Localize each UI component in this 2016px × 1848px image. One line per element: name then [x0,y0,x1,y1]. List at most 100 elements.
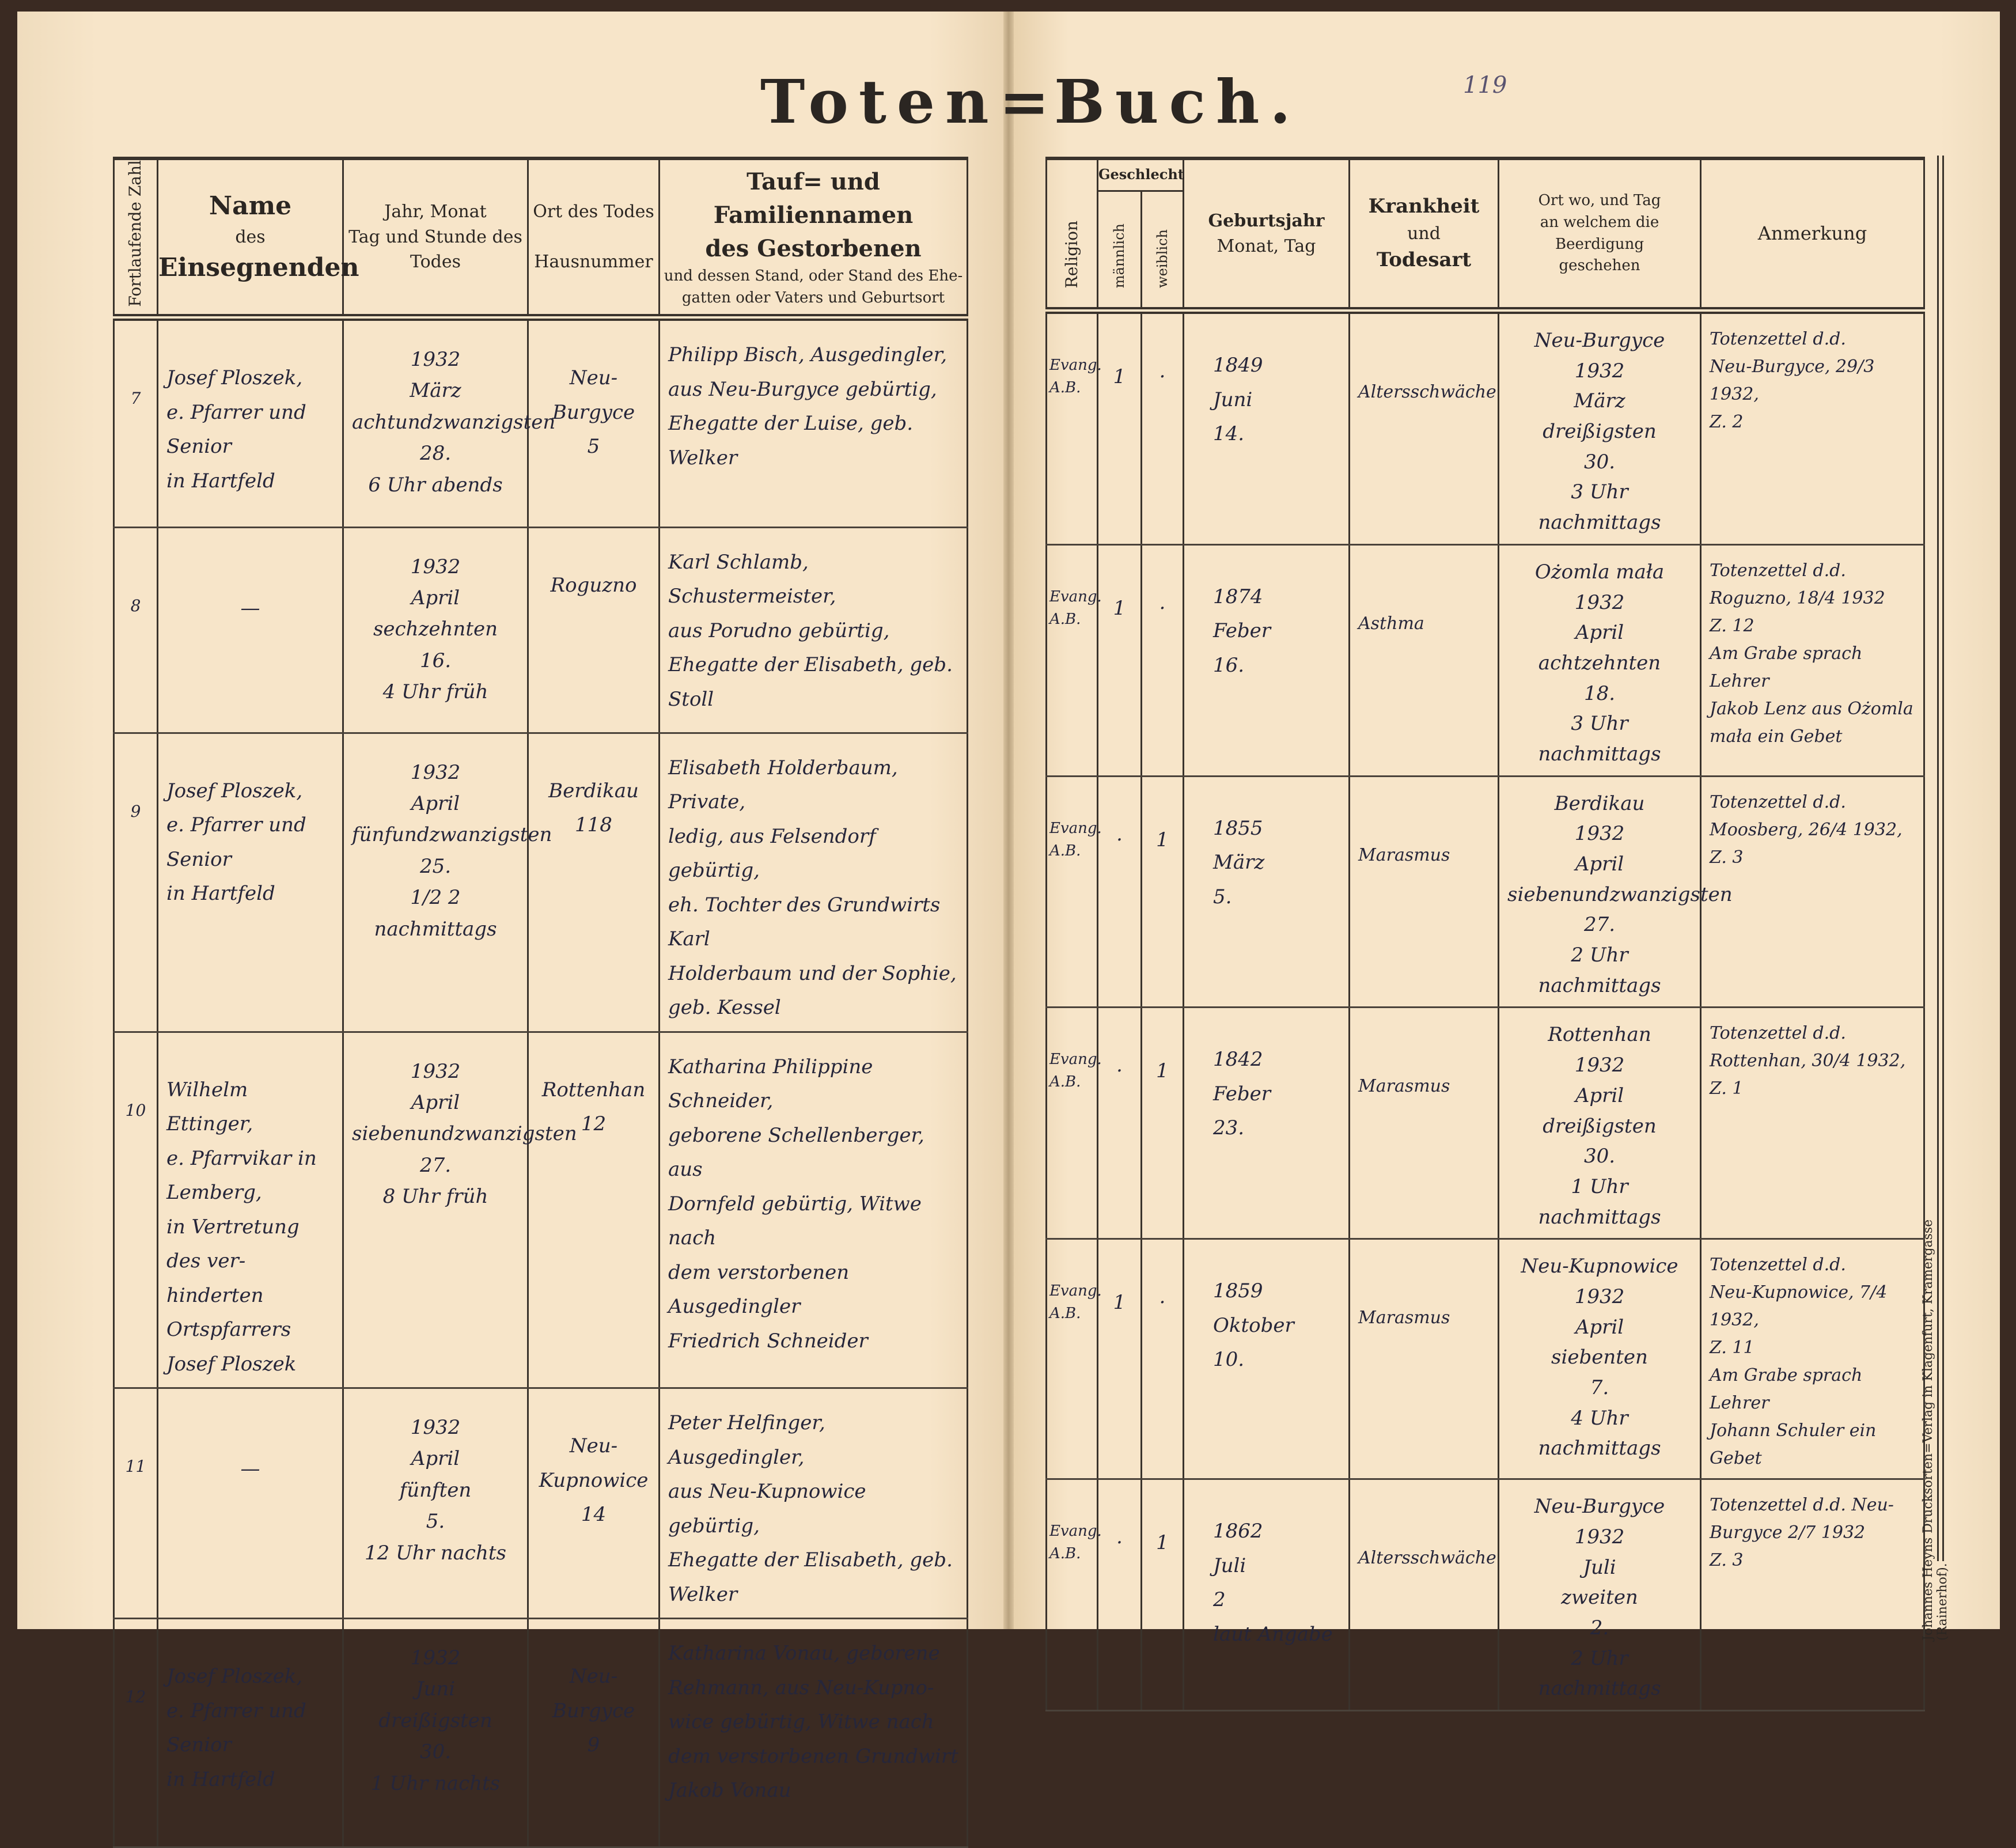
officiant-line: e. Pfarrer und Senior [166,1699,306,1757]
officiant: Josef Ploszek, e. Pfarrer und Senior in Ha… [157,733,344,1033]
male: · [1097,1007,1142,1240]
entry-number-value: 7 [130,389,141,408]
birth-date-line: Feber [1213,1082,1271,1105]
female-value: · [1159,365,1166,388]
remark-line: Neu-Burgyce, 29/3 1932, [1710,357,1875,404]
remark-line: Gebet [1710,1448,1762,1469]
table-row: Evang. A.B. · 1 1842 Feber 23. Marasmus Rottenha… [1045,1007,1925,1240]
birth-date-line: 5. [1213,885,1232,908]
death-date-line: siebenundzwanzigsten [352,1122,577,1146]
remark-line: Z. 11 [1710,1338,1754,1358]
death-date-line: 8 Uhr früh [382,1185,488,1209]
burial-line: 2. [1590,1616,1609,1639]
officiant-line: — [240,596,260,620]
entry-number: 7 [113,317,158,528]
remark-line: Z. 1 [1710,1078,1744,1099]
death-date-line: 1932 [410,760,461,784]
death-date: 1932 April sechzehnten 16. 4 Uhr früh [342,527,529,734]
burial-line: Juli [1583,1555,1616,1579]
officiant: Josef Ploszek, e. Pfarrer und Senior in Ha… [157,317,344,528]
remark: Totenzettel d.d. Neu-Burgyce, 29/3 1932, Z… [1700,310,1925,546]
deceased-line: ledig, aus Felsendorf gebürtig, [668,824,876,883]
remark: Totenzettel d.d. Rottenhan, 30/4 1932, Z. … [1700,1007,1925,1240]
death-place-line: Neu- [569,366,618,390]
remark-line: Totenzettel d.d. [1710,560,1846,581]
title-right: Buch. [1054,66,1301,137]
death-place-line: Roguzno [550,573,637,597]
male-value: · [1116,1059,1123,1083]
burial-line: 4 Uhr nachmittags [1538,1406,1661,1460]
birth-date-line: 1855 [1213,816,1263,840]
deceased: Elisabeth Holderbaum, Private, ledig, aus… [658,733,968,1033]
burial-line: 18. [1583,681,1616,705]
death-date-line: achtundzwanzigsten [352,410,556,434]
death-date-line: 1 Uhr nachts [370,1771,501,1795]
burial-line: 30. [1583,1145,1616,1168]
burial-line: 2 Uhr nachmittags [1538,1646,1661,1701]
deceased: Katharina Philippine Schneider, geborene … [658,1032,968,1389]
burial: Berdikau 1932 April siebenundzwanzigsten 27.… [1498,776,1733,1009]
remark: Totenzettel d.d. Moosberg, 26/4 1932, Z. 3 [1700,776,1925,1009]
disease: Altersschwäche [1348,310,1499,546]
deceased-line: aus Neu-Burgyce gebürtig, [668,377,937,401]
remark: Totenzettel d.d. Roguzno, 18/4 1932 Z. 12 A… [1700,544,1925,777]
birth-date-line: 10. [1213,1348,1245,1372]
death-date-line: 1932 [410,1646,461,1670]
death-date-line: 5. [426,1510,445,1533]
entry-number-value: 8 [130,596,141,615]
death-place-line: Neu- [569,1665,618,1688]
death-place-line: 12 [581,1112,607,1136]
officiant: — [157,1388,344,1620]
disease-line: Altersschwäche [1358,1548,1496,1569]
male: 1 [1097,310,1142,546]
burial-line: April [1575,1315,1624,1339]
religion-line: A.B. [1049,1305,1081,1323]
death-date-line: 1932 [410,1059,461,1083]
birth-date-line: Oktober [1213,1313,1294,1337]
male: 1 [1097,1239,1142,1480]
deceased: Peter Helfinger, Ausgedingler, aus Neu-Ku… [658,1388,968,1620]
burial: Neu-Kupnowice 1932 April siebenten 7. 4 Uhr n… [1498,1239,1702,1480]
birth-date-line: März [1213,851,1265,874]
officiant-line: e. Pfarrer und Senior [166,813,306,871]
remark-line: Totenzettel d.d. [1710,329,1846,349]
burial-line: 30. [1583,450,1616,474]
deceased-line: Elisabeth Holderbaum, Private, [668,756,898,814]
death-place: Rottenhan 12 [527,1032,660,1389]
death-date: 1932 Juni dreißigsten 30. 1 Uhr nachts [342,1618,529,1848]
disease: Altersschwäche [1348,1479,1499,1712]
birth-date-line: Juni [1213,388,1253,411]
birth-date-line: Feber [1213,619,1271,643]
table-row: 11 — 1932 April fünften 5. 12 Uhr nachts Neu- Ku… [113,1388,968,1620]
remark-line: Johann Schuler ein [1710,1421,1877,1441]
right-register-table: Religion Geschlecht Geburtsjahr Monat, T… [1045,157,1925,1712]
female-value: 1 [1156,1531,1169,1555]
death-date-line: Juni [415,1677,456,1701]
death-date-line: 16. [419,649,452,672]
remark-line: Rottenhan, 30/4 1932, [1710,1051,1906,1071]
death-place-line: 14 [581,1503,607,1527]
deceased-line: Katharina Philippine Schneider, [668,1055,873,1113]
deceased-line: Friedrich Schneider [668,1329,868,1353]
deceased-line: Ehegatte der Elisabeth, geb. Stoll [668,653,953,711]
death-date-line: 1932 [410,555,461,578]
burial-line: Ożomla mała [1534,560,1665,584]
religion-line: A.B. [1049,379,1081,396]
birth-date-line: Juli [1213,1554,1246,1577]
deceased-line: Jakob Vonau [668,1779,791,1802]
officiant-line: Josef Ploszek, [166,366,303,390]
disease: Marasmus [1348,776,1499,1009]
male: · [1097,776,1142,1009]
deceased-line: Karl Schlamb, Schustermeister, [668,550,836,608]
burial-line: siebenundzwanzigsten [1507,883,1733,906]
burial-line: März [1574,389,1625,413]
deceased-line: Ehegatte der Luise, geb. Welker [668,412,914,469]
table-row: 9 Josef Ploszek, e. Pfarrer und Senior in H… [113,733,968,1033]
death-date-line: 30. [419,1740,452,1764]
religion: Evang. A.B. [1045,544,1102,777]
religion-line: Evang. [1049,819,1102,837]
table-row: Evang. A.B. · 1 1855 März 5. Marasmus Berdikau 19… [1045,776,1925,1009]
page-number: 119 [1463,72,1507,99]
header-deceased: Tauf= und Familiennamen des Gestorbenen … [658,156,968,321]
death-date-line: März [410,379,461,403]
